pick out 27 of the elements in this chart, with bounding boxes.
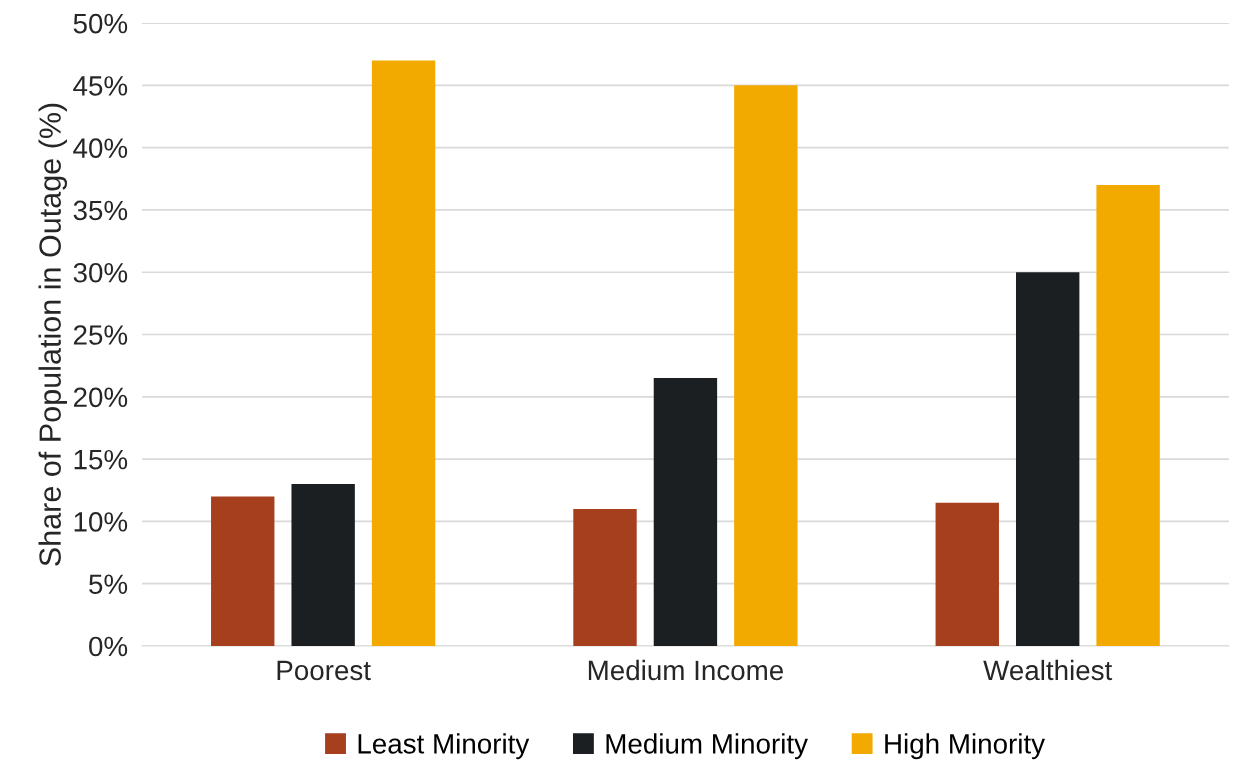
bar	[653, 378, 718, 646]
y-axis-title: Share of Population in Outage (%)	[38, 103, 67, 566]
y-tick-label: 25%	[73, 325, 128, 345]
legend-label: Medium Minority	[606, 733, 808, 760]
legend-label: High Minority	[885, 733, 1046, 760]
y-tick-label: 10%	[74, 512, 128, 532]
x-tick-label: Medium Income	[588, 659, 783, 681]
x-tick-label: Poorest	[277, 660, 371, 681]
bar	[1015, 272, 1080, 646]
legend-label: Least Minority	[358, 733, 530, 760]
y-tick-label: 20%	[73, 387, 128, 408]
y-tick-label: 15%	[74, 449, 128, 470]
bar	[935, 502, 999, 646]
bar	[291, 484, 355, 646]
y-tick-label: 30%	[73, 262, 128, 283]
x-tick-label: Wealthiest	[983, 659, 1113, 681]
bar	[371, 60, 436, 646]
y-tick-label: 45%	[73, 76, 128, 96]
bar	[573, 508, 637, 646]
bar	[211, 496, 275, 646]
bar	[1096, 185, 1160, 646]
y-tick-label: 50%	[73, 13, 128, 34]
y-tick-label: 0%	[89, 636, 128, 657]
bar	[734, 85, 798, 646]
y-tick-label: 35%	[73, 200, 128, 221]
y-tick-label: 40%	[73, 138, 128, 158]
y-tick-label: 5%	[89, 574, 128, 595]
